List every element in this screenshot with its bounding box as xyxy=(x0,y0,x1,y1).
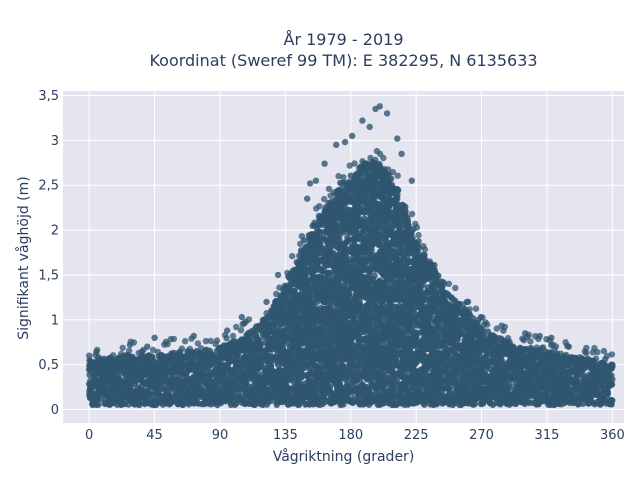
data-point xyxy=(115,372,122,379)
data-point xyxy=(119,344,126,352)
data-point xyxy=(136,400,143,407)
chart-title: År 1979 - 2019 xyxy=(284,30,404,49)
data-point xyxy=(380,154,387,162)
data-point xyxy=(95,401,102,408)
data-point xyxy=(223,335,230,342)
data-point xyxy=(213,337,221,344)
data-point xyxy=(198,386,205,393)
data-point xyxy=(245,316,253,323)
data-point xyxy=(133,378,140,385)
data-point xyxy=(351,160,358,167)
data-point xyxy=(229,332,237,340)
data-point xyxy=(388,175,395,182)
data-point xyxy=(97,395,105,403)
data-point xyxy=(316,203,323,210)
data-point xyxy=(125,347,133,354)
data-point xyxy=(181,338,189,345)
data-point xyxy=(178,345,186,352)
data-point xyxy=(237,327,245,334)
data-point xyxy=(371,272,378,279)
chart-subtitle: Koordinat (Sweref 99 TM): E 382295, N 61… xyxy=(149,51,537,70)
data-point xyxy=(289,252,296,260)
scatter-points xyxy=(86,103,616,409)
data-point xyxy=(170,335,178,343)
